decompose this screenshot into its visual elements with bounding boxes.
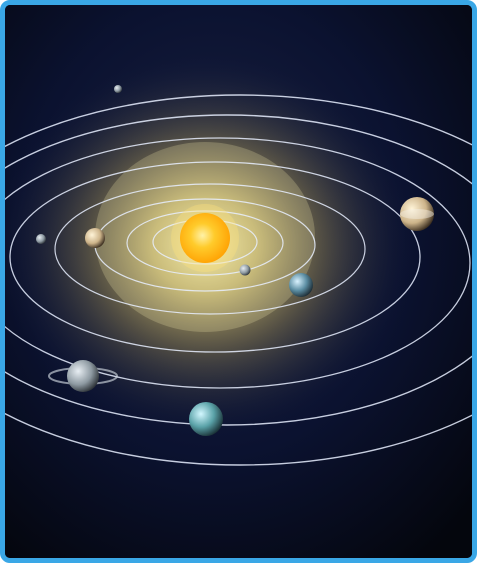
orbit-5 [9, 161, 421, 353]
orbit-7 [5, 114, 472, 426]
sun-disc [180, 213, 230, 263]
planet-4 [36, 234, 46, 244]
planet-7 [189, 402, 223, 436]
planet-3 [289, 273, 313, 297]
solar-system-illustration [5, 5, 472, 558]
orbit-lines [5, 94, 472, 466]
planet-8 [114, 85, 122, 93]
planet-6-body [67, 360, 99, 392]
orbit-8 [5, 94, 472, 466]
planet-5-band [400, 209, 434, 219]
planet-1 [239, 264, 251, 276]
orbit-6 [5, 137, 471, 389]
planet-6 [48, 360, 118, 392]
sun [171, 204, 239, 272]
planets [36, 85, 434, 436]
orbit-4 [54, 183, 366, 315]
planet-5-body [400, 197, 434, 231]
orbit-2 [126, 210, 284, 276]
planet-2 [85, 228, 105, 248]
planet-5 [400, 197, 434, 231]
